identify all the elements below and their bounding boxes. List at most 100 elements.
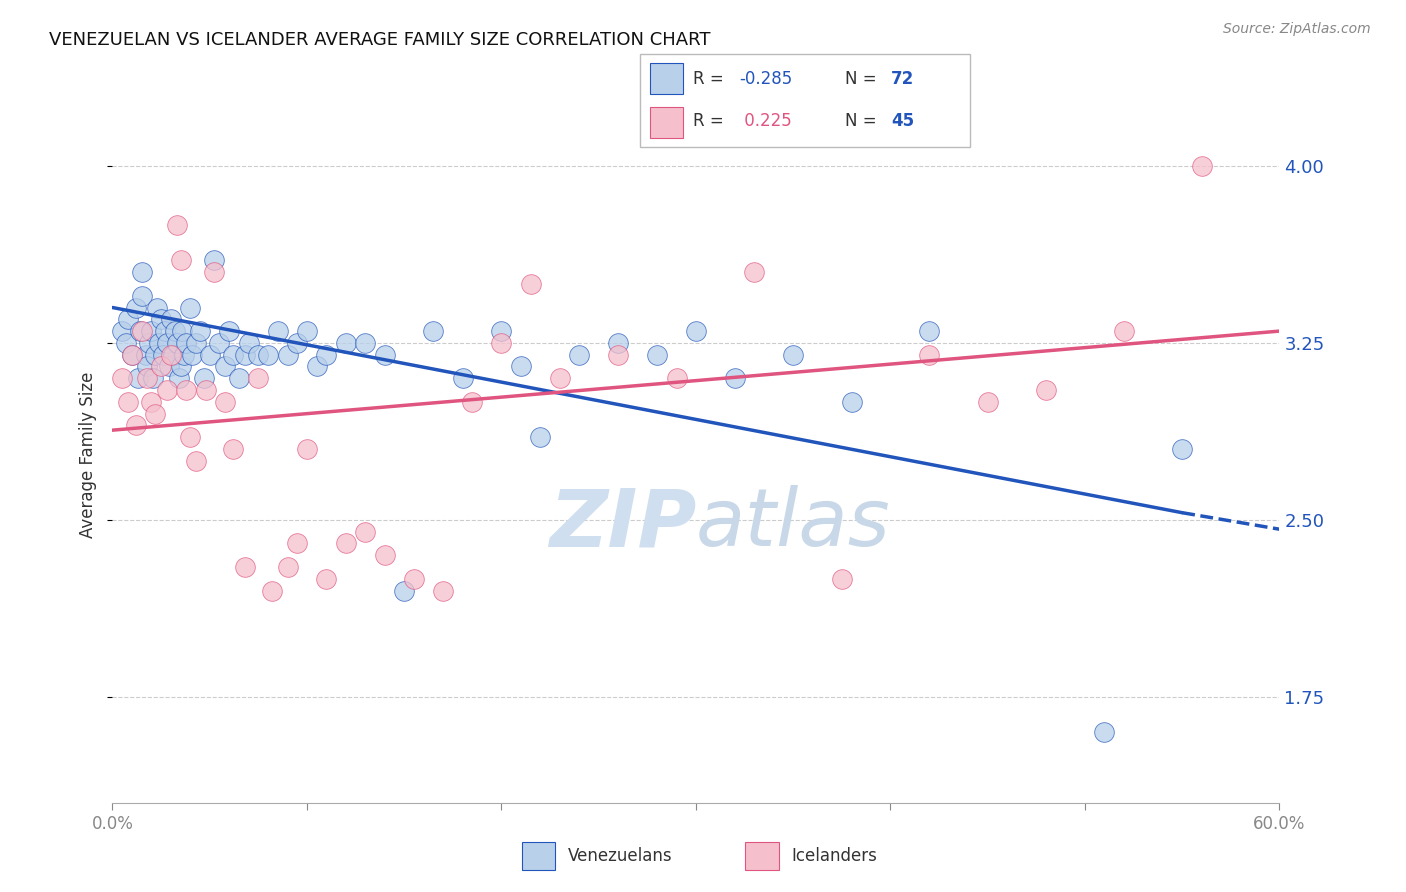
Bar bbox=[650, 63, 683, 94]
Point bbox=[194, 383, 217, 397]
Point bbox=[402, 572, 425, 586]
Point bbox=[222, 442, 245, 456]
Point bbox=[163, 324, 186, 338]
Point bbox=[335, 335, 357, 350]
Point bbox=[422, 324, 444, 338]
Point bbox=[374, 348, 396, 362]
Point bbox=[111, 371, 134, 385]
Point bbox=[138, 335, 160, 350]
Text: R =: R = bbox=[693, 70, 723, 87]
Point bbox=[184, 335, 207, 350]
Point bbox=[131, 265, 153, 279]
Text: atlas: atlas bbox=[696, 485, 891, 564]
Point bbox=[193, 371, 215, 385]
Point bbox=[156, 383, 179, 397]
Point bbox=[117, 312, 139, 326]
Point bbox=[315, 348, 337, 362]
Point bbox=[607, 348, 630, 362]
Point bbox=[665, 371, 688, 385]
Point bbox=[111, 324, 134, 338]
Point bbox=[152, 348, 174, 362]
Point bbox=[685, 324, 707, 338]
Point bbox=[335, 536, 357, 550]
Point bbox=[529, 430, 551, 444]
Point bbox=[136, 371, 159, 385]
Point bbox=[150, 312, 173, 326]
Text: Venezuelans: Venezuelans bbox=[568, 847, 672, 865]
Text: 45: 45 bbox=[891, 112, 914, 130]
Point bbox=[131, 289, 153, 303]
Point bbox=[143, 348, 166, 362]
Point bbox=[233, 560, 256, 574]
Point bbox=[121, 348, 143, 362]
Point bbox=[724, 371, 747, 385]
Point bbox=[491, 324, 513, 338]
Bar bbox=[522, 842, 555, 870]
Point bbox=[976, 395, 998, 409]
Point bbox=[285, 335, 308, 350]
Point bbox=[172, 324, 194, 338]
Point bbox=[276, 560, 298, 574]
Y-axis label: Average Family Size: Average Family Size bbox=[79, 372, 97, 538]
Point bbox=[146, 301, 169, 315]
Point bbox=[451, 371, 474, 385]
Point bbox=[432, 583, 454, 598]
Point bbox=[156, 335, 179, 350]
Point bbox=[918, 348, 941, 362]
Point bbox=[142, 371, 165, 385]
Point bbox=[166, 335, 188, 350]
Point bbox=[267, 324, 290, 338]
Point bbox=[276, 348, 298, 362]
Point bbox=[179, 430, 201, 444]
Point bbox=[184, 454, 207, 468]
Point bbox=[305, 359, 328, 374]
Point bbox=[1191, 159, 1213, 173]
Point bbox=[179, 301, 201, 315]
Point bbox=[315, 572, 337, 586]
Point bbox=[260, 583, 283, 598]
Point bbox=[135, 348, 157, 362]
Text: 0.225: 0.225 bbox=[740, 112, 792, 130]
Bar bbox=[745, 842, 779, 870]
Point bbox=[148, 335, 170, 350]
Point bbox=[228, 371, 250, 385]
Point bbox=[117, 395, 139, 409]
Point bbox=[214, 395, 236, 409]
Point bbox=[173, 348, 195, 362]
Point bbox=[169, 359, 191, 374]
Point bbox=[568, 348, 591, 362]
Point bbox=[222, 348, 245, 362]
Point bbox=[1112, 324, 1135, 338]
Point bbox=[831, 572, 853, 586]
Point bbox=[238, 335, 260, 350]
Point bbox=[509, 359, 531, 374]
Point bbox=[166, 218, 188, 232]
Bar bbox=[650, 107, 683, 138]
Point bbox=[233, 348, 256, 362]
Point bbox=[131, 324, 153, 338]
Point bbox=[461, 395, 484, 409]
Point bbox=[143, 407, 166, 421]
Point bbox=[136, 359, 159, 374]
Point bbox=[392, 583, 416, 598]
Point bbox=[1171, 442, 1194, 456]
Point bbox=[782, 348, 804, 362]
Text: 72: 72 bbox=[891, 70, 914, 87]
Point bbox=[160, 348, 183, 362]
Text: ZIP: ZIP bbox=[548, 485, 696, 564]
Point bbox=[1035, 383, 1057, 397]
Point bbox=[519, 277, 541, 291]
Point bbox=[153, 324, 176, 338]
Point bbox=[181, 348, 204, 362]
Point bbox=[742, 265, 765, 279]
Point bbox=[548, 371, 571, 385]
Point bbox=[121, 348, 143, 362]
Point bbox=[214, 359, 236, 374]
Point bbox=[141, 324, 163, 338]
Point bbox=[247, 371, 270, 385]
Point bbox=[491, 335, 513, 350]
Text: N =: N = bbox=[845, 70, 876, 87]
Point bbox=[125, 418, 148, 433]
Point bbox=[218, 324, 240, 338]
Point bbox=[208, 335, 231, 350]
